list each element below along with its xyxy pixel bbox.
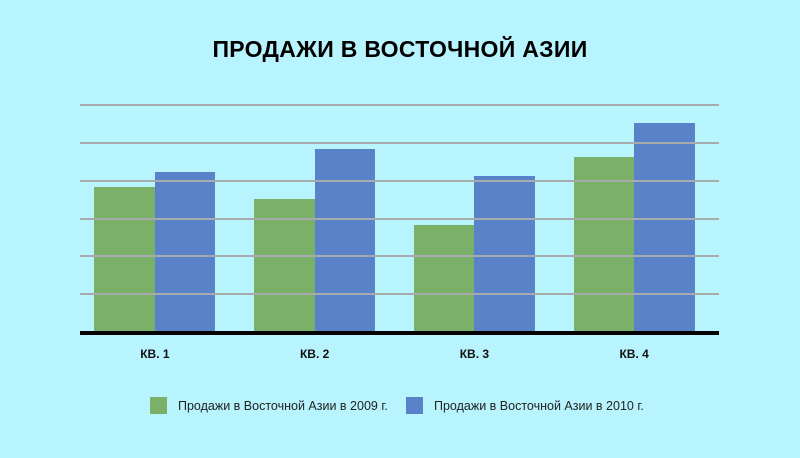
legend-item-2010: Продажи в Восточной Азии в 2010 г. [406,397,644,414]
x-axis-line [80,331,719,335]
gridline [80,104,719,106]
chart-title: ПРОДАЖИ В ВОСТОЧНОЙ АЗИИ [212,36,588,62]
bar-2010-q4 [634,122,695,331]
gridline [80,217,719,220]
legend-swatch-2010 [406,397,423,414]
bar-2009-q2 [254,198,315,331]
gridline [80,255,719,258]
bar-2009-q1 [94,187,155,331]
gridline [80,141,719,144]
bar-2010-q2 [314,149,376,331]
x-tick-label: КВ. 1 [140,347,170,361]
x-tick-label: КВ. 3 [459,347,490,361]
legend-item-2009: Продажи в Восточной Азии в 2009 г. [150,397,388,414]
bar-2010-q1 [154,172,216,331]
legend-swatch-2009 [150,397,167,414]
bar-2009-q3 [413,225,475,331]
gridline [80,179,719,182]
x-tick-label: КВ. 4 [619,347,649,361]
bar-2009-q4 [573,156,635,331]
legend-label-2009: Продажи в Восточной Азии в 2009 г. [178,398,388,413]
plot-area [80,104,719,331]
bar-2010-q3 [474,175,535,331]
x-tick-label: КВ. 2 [299,347,330,361]
legend-label-2010: Продажи в Восточной Азии в 2010 г. [434,398,644,413]
gridline [80,293,719,296]
